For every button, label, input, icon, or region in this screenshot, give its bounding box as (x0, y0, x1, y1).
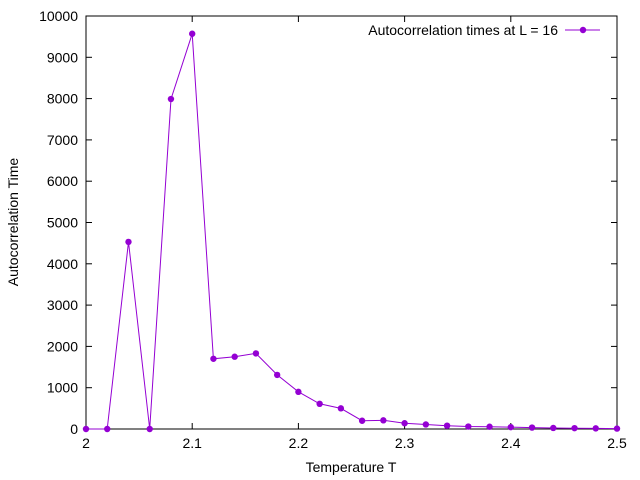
y-tick-label: 0 (70, 421, 78, 437)
x-axis: 2 2.1 2.2 2.3 2.4 2.5 (82, 16, 627, 451)
data-point (295, 388, 302, 396)
x-tick-label: 2.1 (182, 435, 202, 451)
legend: Autocorrelation times at L = 16 (368, 22, 600, 38)
data-point (167, 95, 175, 103)
y-tick-label: 9000 (47, 49, 78, 65)
legend-marker (579, 26, 587, 34)
x-tick-label: 2 (82, 435, 90, 451)
data-point (613, 425, 621, 432)
x-tick-label: 2.2 (289, 435, 309, 451)
data-point (550, 424, 557, 432)
y-tick-label: 10000 (39, 8, 78, 24)
data-point (443, 422, 451, 429)
data-point (210, 355, 217, 362)
data-point (125, 238, 132, 246)
x-tick-label: 2.3 (395, 435, 415, 451)
series-line (86, 33, 618, 430)
data-point (231, 353, 238, 360)
plot-frame (85, 15, 618, 430)
data-point (252, 350, 260, 357)
data-point (507, 423, 514, 431)
y-tick-label: 3000 (47, 297, 78, 313)
data-point (358, 417, 366, 424)
data-point (401, 420, 408, 427)
y-tick-label: 4000 (47, 256, 78, 272)
data-point (380, 417, 387, 424)
data-point (146, 425, 153, 433)
y-tick-label: 1000 (47, 380, 78, 396)
data-point (592, 425, 599, 432)
data-point (273, 371, 281, 379)
data-point (82, 425, 90, 433)
y-tick-label: 6000 (47, 173, 78, 189)
x-tick-label: 2.5 (607, 435, 627, 451)
series-layer (82, 30, 621, 433)
data-point (189, 30, 196, 37)
y-tick-label: 7000 (47, 132, 78, 148)
y-axis-title: Autocorrelation Time (5, 158, 21, 287)
data-point (528, 424, 536, 431)
data-point (465, 423, 472, 430)
y-axis: 0 1000 2000 3000 4000 5000 6000 7000 8000 9000 100… (39, 8, 617, 437)
plot-border (85, 15, 618, 430)
data-point (104, 425, 111, 433)
data-point (571, 424, 578, 432)
y-tick-label: 5000 (47, 215, 78, 231)
data-point (422, 421, 430, 428)
y-tick-label: 2000 (47, 338, 78, 354)
data-point (337, 405, 345, 412)
legend-label: Autocorrelation times at L = 16 (368, 22, 558, 38)
data-point (316, 400, 323, 408)
x-axis-title: Temperature T (306, 459, 397, 475)
y-tick-label: 8000 (47, 91, 78, 107)
x-tick-label: 2.4 (501, 435, 521, 451)
data-point (486, 423, 493, 430)
